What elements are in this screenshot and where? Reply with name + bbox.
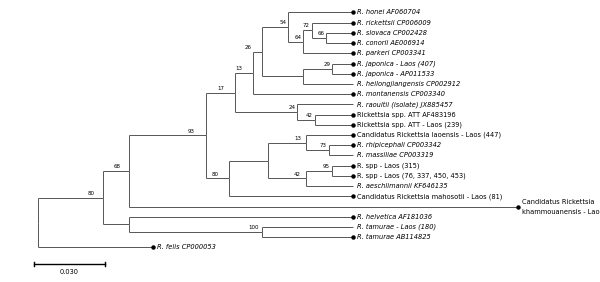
- Text: 54: 54: [280, 20, 286, 25]
- Text: 24: 24: [288, 105, 295, 110]
- Text: 68: 68: [113, 164, 121, 169]
- Text: 80: 80: [212, 171, 219, 177]
- Text: 72: 72: [303, 23, 310, 28]
- Text: 100: 100: [248, 225, 259, 230]
- Text: 42: 42: [294, 171, 301, 177]
- Text: R. slovaca CP002428: R. slovaca CP002428: [357, 30, 427, 36]
- Text: R. rhipicephali CP003342: R. rhipicephali CP003342: [357, 142, 441, 148]
- Text: 17: 17: [218, 86, 225, 91]
- Text: Rickettsia spp. ATT AF483196: Rickettsia spp. ATT AF483196: [357, 112, 455, 118]
- Text: R. helvetica AF181036: R. helvetica AF181036: [357, 214, 432, 220]
- Text: 26: 26: [244, 45, 251, 50]
- Text: R. conorii AE006914: R. conorii AE006914: [357, 40, 425, 46]
- Text: Candidatus Rickettsia laoensis - Laos (447): Candidatus Rickettsia laoensis - Laos (4…: [357, 132, 501, 138]
- Text: R. massiliae CP003319: R. massiliae CP003319: [357, 153, 433, 158]
- Text: R. japonica - AP011533: R. japonica - AP011533: [357, 71, 434, 77]
- Text: 80: 80: [87, 191, 94, 196]
- Text: R. aeschlimannii KF646135: R. aeschlimannii KF646135: [357, 183, 448, 189]
- Text: R. honei AF060704: R. honei AF060704: [357, 10, 420, 16]
- Text: 0.030: 0.030: [60, 269, 79, 275]
- Text: 95: 95: [322, 164, 329, 169]
- Text: R. spp - Laos (315): R. spp - Laos (315): [357, 162, 419, 169]
- Text: 73: 73: [319, 144, 326, 148]
- Text: khammouanensis - Laos (120): khammouanensis - Laos (120): [521, 208, 600, 215]
- Text: 66: 66: [317, 31, 325, 36]
- Text: Candidatus Rickettsia mahosotii - Laos (81): Candidatus Rickettsia mahosotii - Laos (…: [357, 193, 502, 200]
- Text: R. tamurae - Laos (180): R. tamurae - Laos (180): [357, 224, 436, 230]
- Text: 93: 93: [187, 129, 194, 134]
- Text: 64: 64: [294, 35, 301, 40]
- Text: 29: 29: [323, 62, 331, 67]
- Text: R. rickettsii CP006009: R. rickettsii CP006009: [357, 20, 431, 26]
- Text: Rickettsia spp. ATT - Laos (239): Rickettsia spp. ATT - Laos (239): [357, 122, 462, 128]
- Text: Candidatus Rickettsia: Candidatus Rickettsia: [521, 199, 594, 204]
- Text: R. montanensis CP003340: R. montanensis CP003340: [357, 91, 445, 97]
- Text: R. spp - Laos (76, 337, 450, 453): R. spp - Laos (76, 337, 450, 453): [357, 173, 466, 179]
- Text: R. japonica - Laos (407): R. japonica - Laos (407): [357, 60, 436, 67]
- Text: R. raoultii (isolate) JX885457: R. raoultii (isolate) JX885457: [357, 101, 452, 108]
- Text: 13: 13: [294, 136, 301, 141]
- Text: 42: 42: [306, 113, 313, 118]
- Text: 13: 13: [235, 66, 242, 71]
- Text: R. felis CP000053: R. felis CP000053: [157, 244, 216, 250]
- Text: R. parkeri CP003341: R. parkeri CP003341: [357, 50, 426, 56]
- Text: R. tamurae AB114825: R. tamurae AB114825: [357, 234, 431, 240]
- Text: R. heilongjiangensis CP002912: R. heilongjiangensis CP002912: [357, 81, 460, 87]
